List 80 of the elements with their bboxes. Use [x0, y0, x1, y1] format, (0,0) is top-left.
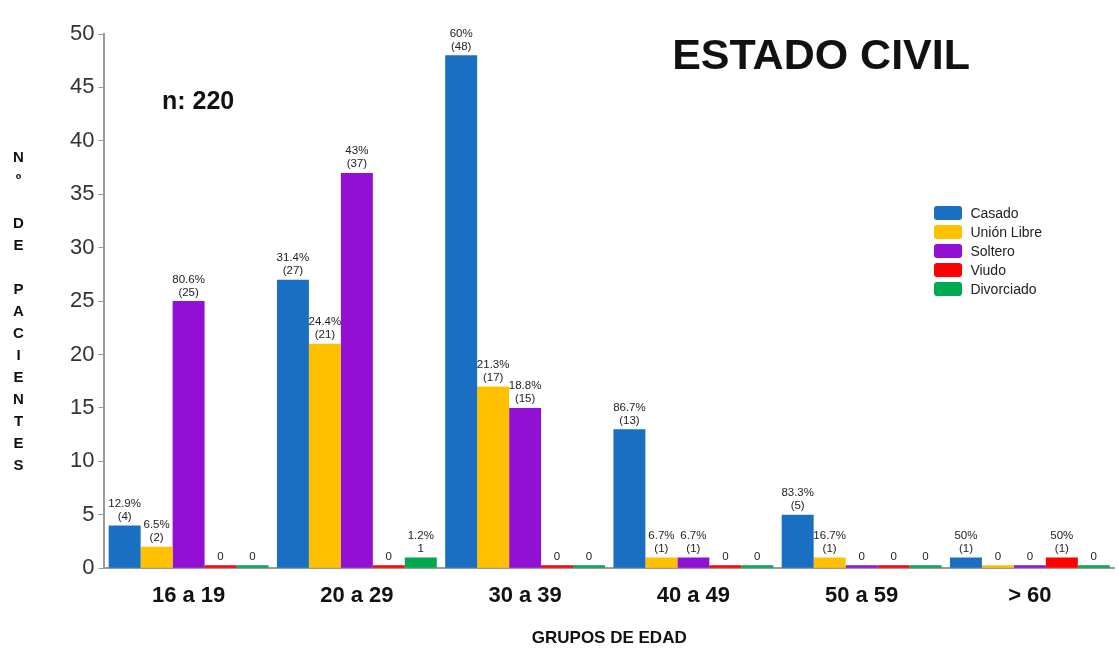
bar	[1077, 565, 1110, 568]
bar	[781, 514, 814, 568]
bar	[573, 565, 606, 568]
data-label: 50% (1)	[954, 528, 978, 554]
bar	[236, 565, 269, 568]
data-label: 0	[922, 549, 929, 562]
data-label: 0	[1026, 549, 1034, 562]
bar	[981, 565, 1014, 568]
x-tick-label: > 60	[1008, 582, 1052, 608]
data-label: 0	[385, 549, 393, 562]
data-label: 18.8% (15)	[508, 379, 542, 405]
y-tick-label: 45	[69, 73, 95, 99]
y-tick-label: 15	[69, 394, 95, 419]
legend-label: Casado	[970, 204, 1019, 221]
x-tick-label: 50 a 59	[824, 582, 899, 608]
bar	[204, 565, 237, 568]
data-label: 6.5% (2)	[143, 518, 170, 544]
bar	[613, 429, 646, 568]
y-tick-label: 10	[69, 447, 95, 473]
data-label: 0	[890, 549, 897, 562]
x-tick-label: 40 a 49	[656, 582, 731, 608]
data-label: 6.7% (1)	[680, 528, 707, 554]
y-tick-label: 30	[69, 233, 95, 259]
x-tick-label: 20 a 29	[320, 582, 394, 608]
data-label: 0	[217, 549, 224, 562]
data-label: 0	[249, 549, 256, 562]
bar	[741, 565, 774, 568]
bar	[172, 301, 205, 568]
y-tick-label: 5	[82, 500, 95, 526]
bar	[1013, 565, 1046, 568]
bar	[308, 343, 341, 568]
data-label: 80.6% (25)	[172, 272, 205, 298]
data-label: 0	[1090, 549, 1098, 562]
bar	[108, 525, 141, 568]
y-tick-label: 0	[82, 554, 95, 580]
data-label: 43% (37)	[345, 144, 369, 170]
data-label: 50% (1)	[1050, 528, 1074, 554]
bar	[372, 565, 405, 568]
bar	[845, 565, 878, 568]
bar	[477, 386, 510, 568]
data-label: 31.4% (27)	[276, 251, 310, 277]
bar	[445, 55, 478, 568]
y-tick-label: 50	[69, 20, 95, 46]
x-tick-label: 16 a 19	[151, 582, 226, 608]
legend-label: Soltero	[970, 242, 1015, 259]
y-tick-label: 20	[69, 340, 95, 366]
bar	[909, 565, 942, 568]
data-label: 60% (48)	[449, 26, 473, 52]
bar	[140, 546, 173, 568]
bar	[541, 565, 574, 568]
data-label: 1.2% 1	[407, 528, 434, 554]
data-label: 0	[994, 549, 1002, 562]
bar	[340, 172, 373, 568]
data-label: 0	[858, 549, 865, 562]
legend-label: Divorciado	[970, 280, 1037, 297]
y-tick-label: 40	[69, 126, 95, 152]
data-label: 24.4% (21)	[308, 315, 342, 341]
data-label: 21.3% (17)	[476, 357, 510, 383]
x-tick-label: 30 a 39	[488, 582, 562, 608]
legend-label: Unión Libre	[970, 223, 1042, 240]
data-label: 0	[585, 549, 593, 562]
data-label: 83.3% (5)	[781, 486, 814, 512]
bar	[877, 565, 910, 568]
data-label: 12.9% (4)	[108, 496, 141, 522]
bar	[709, 565, 742, 568]
chart-title: ESTADO CIVIL	[672, 30, 970, 79]
y-tick-label: 25	[69, 287, 95, 313]
data-label: 86.7% (13)	[613, 400, 646, 426]
bar	[509, 407, 542, 568]
y-tick-label: 35	[69, 180, 95, 206]
y-axis-title: Nº DE PACIENTES	[10, 148, 27, 478]
x-axis-title: GRUPOS DE EDAD	[531, 628, 687, 648]
data-label: 16.7% (1)	[813, 528, 846, 554]
data-label: 0	[722, 549, 729, 562]
annotation: n: 220	[162, 86, 235, 115]
bar	[276, 279, 309, 568]
data-label: 6.7% (1)	[648, 528, 675, 554]
data-label: 0	[754, 549, 761, 562]
data-label: 0	[553, 549, 561, 562]
legend-label: Viudo	[970, 261, 1006, 278]
